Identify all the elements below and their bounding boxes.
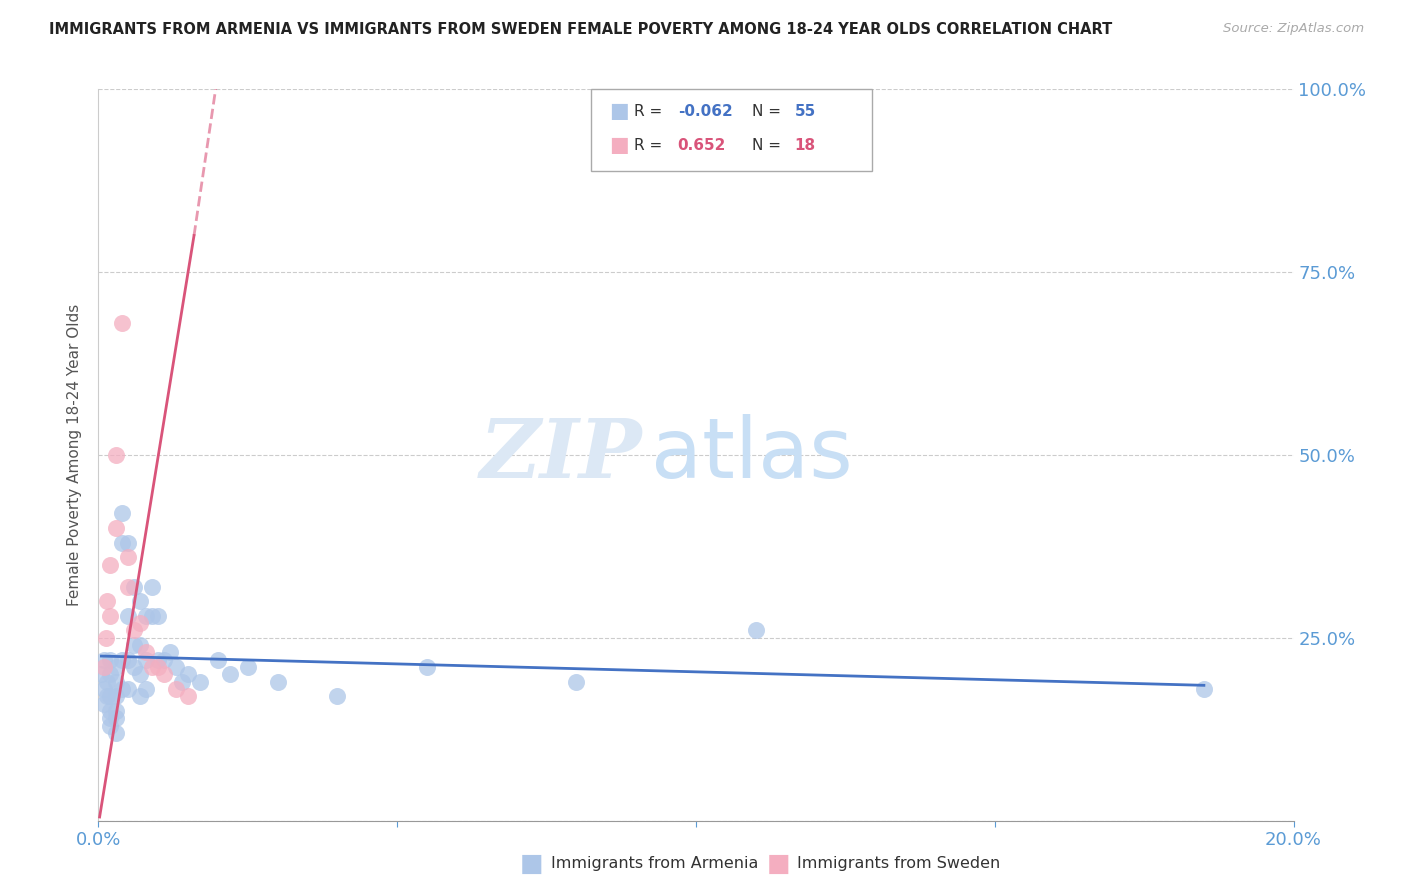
Point	[148, 660, 170, 674]
Point	[129, 690, 152, 704]
Point	[98, 704, 122, 718]
Point	[96, 594, 118, 608]
Point	[141, 660, 163, 674]
Text: ■: ■	[520, 852, 544, 875]
Point	[177, 667, 200, 681]
Point	[105, 660, 128, 674]
Point	[124, 660, 146, 674]
Point	[105, 674, 128, 689]
Point	[105, 448, 128, 462]
Point	[98, 711, 122, 725]
Point	[98, 718, 122, 732]
Point	[124, 638, 146, 652]
Point	[117, 608, 139, 623]
Point	[148, 653, 170, 667]
Text: N =: N =	[752, 104, 782, 119]
Text: ZIP: ZIP	[479, 415, 643, 495]
Point	[98, 558, 122, 572]
Text: 55: 55	[794, 104, 815, 119]
Text: atlas: atlas	[651, 415, 852, 495]
Point	[135, 645, 157, 659]
Point	[141, 608, 163, 623]
Point	[93, 660, 115, 674]
Point	[124, 624, 146, 638]
Text: Source: ZipAtlas.com: Source: ZipAtlas.com	[1223, 22, 1364, 36]
Point	[105, 726, 128, 740]
Point	[90, 667, 112, 681]
Point	[416, 660, 439, 674]
Point	[565, 674, 588, 689]
Point	[172, 674, 194, 689]
Point	[98, 690, 122, 704]
Point	[98, 653, 122, 667]
Point	[111, 507, 134, 521]
Text: N =: N =	[752, 138, 782, 153]
Text: 18: 18	[794, 138, 815, 153]
Point	[141, 580, 163, 594]
Text: R =: R =	[634, 104, 662, 119]
Text: 0.652: 0.652	[678, 138, 725, 153]
Text: -0.062: -0.062	[678, 104, 733, 119]
Point	[94, 631, 117, 645]
Point	[177, 690, 200, 704]
Point	[96, 690, 118, 704]
Point	[98, 608, 122, 623]
Text: ■: ■	[609, 102, 628, 121]
Point	[188, 674, 211, 689]
Point	[165, 681, 187, 696]
Point	[105, 711, 128, 725]
Point	[105, 704, 128, 718]
Point	[117, 681, 139, 696]
Point	[117, 535, 139, 549]
Point	[129, 616, 152, 631]
Point	[148, 608, 170, 623]
Point	[111, 535, 134, 549]
Text: IMMIGRANTS FROM ARMENIA VS IMMIGRANTS FROM SWEDEN FEMALE POVERTY AMONG 18-24 YEA: IMMIGRANTS FROM ARMENIA VS IMMIGRANTS FR…	[49, 22, 1112, 37]
Point	[93, 697, 115, 711]
Point	[135, 608, 157, 623]
Point	[165, 660, 187, 674]
Point	[129, 667, 152, 681]
Point	[159, 645, 181, 659]
Point	[93, 653, 115, 667]
Point	[124, 580, 146, 594]
Point	[236, 660, 259, 674]
Point	[219, 667, 242, 681]
Point	[105, 690, 128, 704]
Point	[129, 638, 152, 652]
Point	[117, 580, 139, 594]
Point	[153, 653, 176, 667]
Point	[153, 667, 176, 681]
Point	[207, 653, 229, 667]
Point	[326, 690, 349, 704]
Point	[96, 674, 118, 689]
Point	[267, 674, 290, 689]
Point	[98, 667, 122, 681]
Text: ■: ■	[609, 136, 628, 155]
Text: Immigrants from Armenia: Immigrants from Armenia	[551, 856, 758, 871]
Point	[111, 316, 134, 330]
Point	[1192, 681, 1215, 696]
Point	[117, 550, 139, 565]
Point	[135, 653, 157, 667]
Text: R =: R =	[634, 138, 662, 153]
Point	[129, 594, 152, 608]
Point	[117, 653, 139, 667]
Point	[111, 681, 134, 696]
Text: ■: ■	[766, 852, 790, 875]
Text: Immigrants from Sweden: Immigrants from Sweden	[797, 856, 1001, 871]
Point	[135, 681, 157, 696]
Point	[93, 681, 115, 696]
Y-axis label: Female Poverty Among 18-24 Year Olds: Female Poverty Among 18-24 Year Olds	[67, 304, 83, 606]
Point	[105, 521, 128, 535]
Point	[111, 653, 134, 667]
Point	[745, 624, 768, 638]
